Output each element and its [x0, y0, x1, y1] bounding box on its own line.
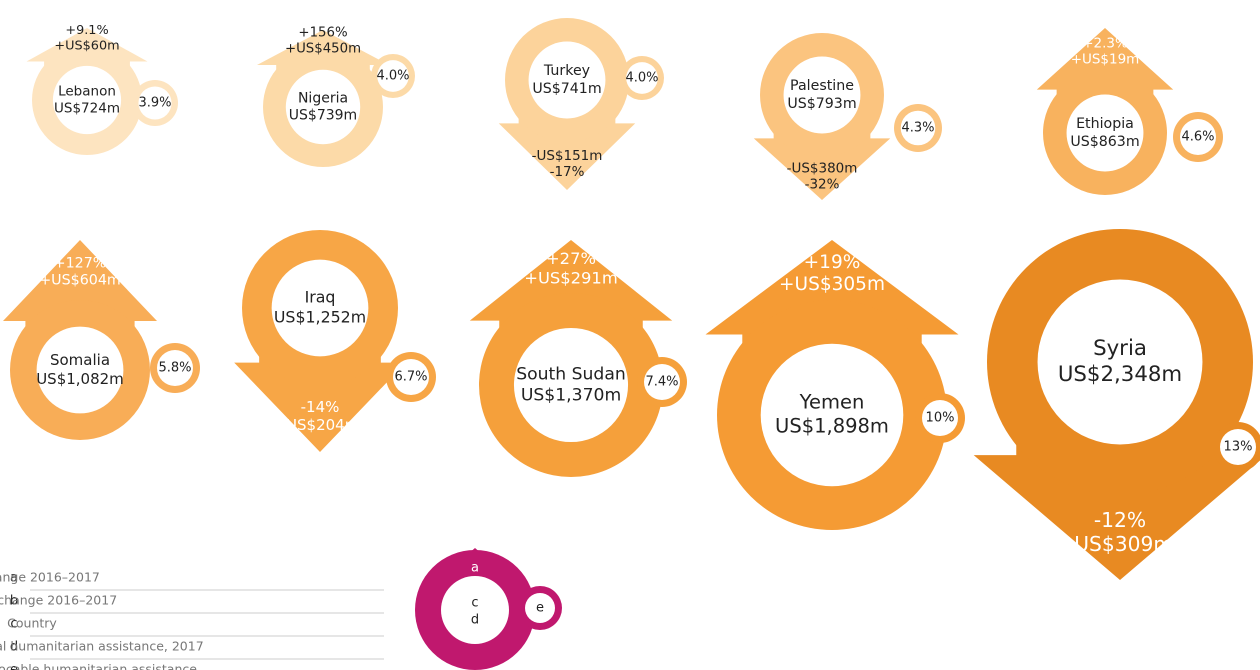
change-label: +9.1%	[65, 23, 108, 38]
change-label: -14%	[301, 398, 340, 416]
share-hole	[377, 60, 409, 92]
volume: US$1,082m	[36, 370, 124, 388]
volume: US$739m	[289, 108, 357, 124]
legend-letter: e	[10, 663, 18, 670]
change-label: +US$60m	[54, 38, 119, 53]
country-name: Syria	[1093, 336, 1147, 361]
volume: US$863m	[1070, 134, 1139, 150]
legend-key: c	[471, 596, 478, 611]
country-name: Turkey	[543, 63, 590, 79]
legend-key: a	[471, 561, 479, 576]
volume: US$1,252m	[274, 307, 366, 326]
ring-hole	[528, 41, 606, 119]
legend-text: Country	[7, 616, 57, 631]
country-name: Lebanon	[58, 84, 116, 100]
volume: US$724m	[54, 100, 120, 116]
ring-hole	[1037, 279, 1203, 445]
change-label: -US$151m	[532, 148, 603, 164]
country-name: Iraq	[305, 288, 336, 307]
share-label: 4.6%	[1181, 130, 1214, 145]
share-label: 7.4%	[645, 375, 678, 390]
ring-hole	[783, 56, 861, 134]
ring-hole	[513, 327, 629, 443]
share-hole	[138, 86, 172, 120]
ring-hole	[1066, 94, 1144, 172]
volume: US$1,370m	[521, 386, 621, 406]
ring-hole	[271, 259, 369, 357]
change-label: -32%	[805, 177, 840, 193]
ring-hole	[285, 69, 361, 145]
volume: US$793m	[787, 96, 856, 112]
country-name: Yemen	[799, 390, 865, 413]
change-label: +2.3%	[1082, 35, 1128, 51]
ring-hole	[52, 65, 122, 135]
change-label: -US$309m	[1067, 532, 1173, 556]
share-hole	[393, 359, 429, 395]
share-label: 6.7%	[394, 370, 427, 385]
change-label: -12%	[1094, 508, 1146, 532]
country-name: Somalia	[50, 351, 110, 369]
ring-group: Palestine US$793m -US$380m-32% 4.3%	[753, 33, 942, 200]
change-label: +US$450m	[285, 41, 361, 56]
change-label: +19%	[804, 252, 861, 273]
share-hole	[525, 593, 555, 623]
share-hole	[922, 400, 958, 436]
volume: US$1,898m	[775, 415, 889, 438]
country-name: South Sudan	[516, 364, 626, 384]
change-label: +US$291m	[524, 269, 617, 288]
legend-key: d	[471, 613, 479, 628]
legend-letter: a	[10, 571, 18, 586]
share-hole	[626, 62, 658, 94]
change-label: -17%	[550, 164, 585, 180]
share-label: 5.8%	[158, 361, 191, 376]
legend-key: e	[536, 601, 544, 616]
ring-group: Nigeria US$739m +156%+US$450m 4.0%	[257, 25, 415, 167]
legend-letter: c	[10, 617, 17, 632]
legend-letter: b	[10, 594, 18, 609]
share-hole	[1220, 429, 1256, 465]
change-label: +27%	[546, 249, 596, 268]
share-hole	[1180, 119, 1216, 155]
ring-group: Ethiopia US$863m +2.3%+US$19m 4.6%	[1036, 28, 1223, 195]
legend-key: b	[471, 576, 479, 591]
share-label: 4.0%	[376, 69, 409, 84]
share-hole	[900, 110, 936, 146]
change-label: +US$305m	[779, 274, 885, 295]
change-label: +US$19m	[1071, 51, 1140, 67]
share-label: 10%	[926, 411, 955, 426]
country-name: Nigeria	[298, 90, 348, 106]
share-hole	[644, 364, 680, 400]
legend-text: Volume of international humanitarian ass…	[0, 639, 204, 654]
share-label: 3.9%	[138, 96, 171, 111]
share-label: 4.0%	[625, 71, 658, 86]
share-label: 13%	[1224, 440, 1253, 455]
share-hole	[157, 350, 193, 386]
legend-text: % change 2016–2017	[0, 570, 100, 585]
legend-text: % of total country-allocable humanitaria…	[0, 662, 197, 670]
ring-group: Turkey US$741m -US$151m-17% 4.0%	[498, 18, 664, 190]
change-label: -US$380m	[787, 161, 858, 177]
volume: US$2,348m	[1058, 362, 1182, 387]
country-name: Ethiopia	[1076, 116, 1134, 132]
change-label: -US$204m	[281, 416, 360, 434]
share-label: 4.3%	[901, 121, 934, 136]
legend-text: Volume change 2016–2017	[0, 593, 117, 608]
volume: US$741m	[532, 81, 601, 97]
ring-hole	[760, 343, 904, 487]
change-label: +US$604m	[39, 273, 121, 289]
legend-letter: d	[10, 640, 18, 655]
change-label: +156%	[298, 25, 347, 40]
ring-hole	[441, 576, 509, 644]
country-name: Palestine	[790, 78, 854, 94]
change-label: +127%	[54, 256, 107, 272]
ring-hole	[36, 326, 124, 414]
